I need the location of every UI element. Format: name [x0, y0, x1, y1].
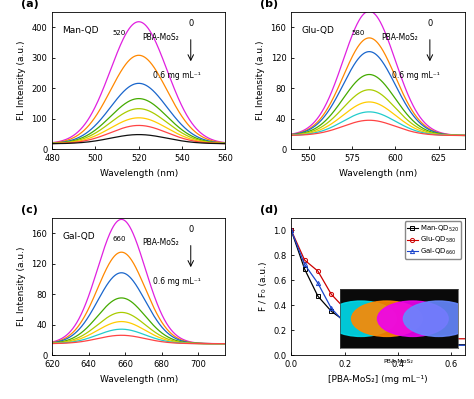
Y-axis label: FL Intensity (a.u.): FL Intensity (a.u.) — [256, 41, 265, 120]
Y-axis label: FL Intensity (a.u.): FL Intensity (a.u.) — [17, 247, 26, 326]
Text: 0: 0 — [188, 225, 193, 234]
X-axis label: Wavelength (nm): Wavelength (nm) — [100, 375, 178, 383]
Text: Man-QD: Man-QD — [63, 26, 99, 35]
Text: 660: 660 — [112, 236, 126, 242]
Text: Gal-QD: Gal-QD — [63, 231, 95, 241]
Text: (c): (c) — [21, 205, 38, 215]
Text: 0: 0 — [427, 19, 432, 28]
Y-axis label: F / F₀ (a.u.): F / F₀ (a.u.) — [259, 262, 268, 311]
Text: (b): (b) — [260, 0, 278, 9]
Text: PBA-MoS₂: PBA-MoS₂ — [142, 239, 179, 247]
Text: 0.6 mg mL⁻¹: 0.6 mg mL⁻¹ — [392, 71, 439, 80]
Text: 0.6 mg mL⁻¹: 0.6 mg mL⁻¹ — [153, 71, 201, 80]
X-axis label: Wavelength (nm): Wavelength (nm) — [100, 169, 178, 178]
Text: (d): (d) — [260, 205, 278, 215]
X-axis label: [PBA-MoS₂] (mg mL⁻¹): [PBA-MoS₂] (mg mL⁻¹) — [328, 375, 428, 383]
Text: 0.6 mg mL⁻¹: 0.6 mg mL⁻¹ — [153, 277, 201, 286]
Legend: Man-QD$_{520}$, Glu-QD$_{580}$, Gal-QD$_{660}$: Man-QD$_{520}$, Glu-QD$_{580}$, Gal-QD$_… — [405, 221, 461, 259]
Text: PBA-MoS₂: PBA-MoS₂ — [142, 33, 179, 41]
Text: 520: 520 — [112, 30, 126, 36]
Text: 0: 0 — [188, 19, 193, 28]
Text: PBA-MoS₂: PBA-MoS₂ — [382, 33, 418, 41]
Y-axis label: FL Intensity (a.u.): FL Intensity (a.u.) — [17, 41, 26, 120]
Text: 580: 580 — [352, 30, 365, 36]
X-axis label: Wavelength (nm): Wavelength (nm) — [339, 169, 417, 178]
Text: (a): (a) — [21, 0, 39, 9]
Text: Glu-QD: Glu-QD — [301, 26, 335, 35]
